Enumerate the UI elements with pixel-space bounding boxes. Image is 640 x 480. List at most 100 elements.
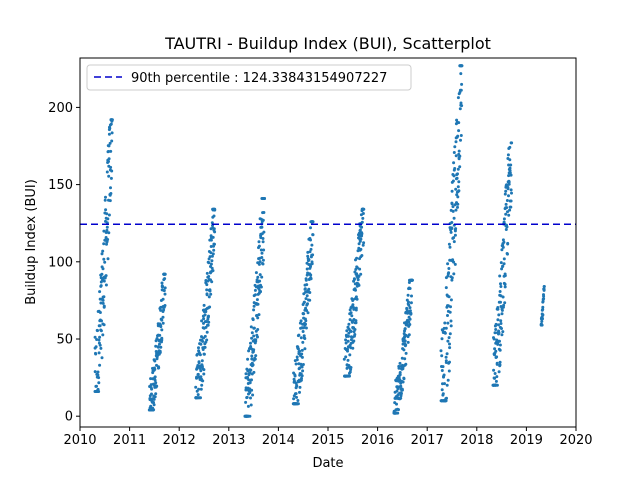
data-point (248, 381, 252, 385)
data-point (246, 357, 250, 361)
data-point (99, 301, 103, 305)
data-point (357, 231, 361, 235)
data-point (257, 262, 261, 266)
data-points (93, 64, 546, 418)
data-point (205, 288, 209, 292)
data-point (447, 271, 451, 275)
data-point (358, 228, 362, 232)
data-point (408, 287, 412, 290)
data-point (308, 298, 312, 302)
data-point (509, 163, 513, 167)
data-point (298, 366, 302, 370)
data-point (350, 314, 354, 318)
x-tick-label: 2012 (163, 433, 196, 448)
data-point (447, 336, 451, 340)
data-point (197, 387, 201, 391)
data-point (246, 404, 250, 408)
data-point (258, 273, 262, 277)
data-point (159, 308, 163, 312)
data-point (199, 396, 202, 400)
data-point (348, 374, 351, 378)
data-point (362, 241, 366, 245)
data-point (158, 333, 162, 337)
chart-title: TAUTRI - Buildup Index (BUI), Scatterplo… (164, 34, 491, 53)
data-point (353, 328, 357, 331)
data-point (407, 320, 411, 324)
data-point (358, 267, 362, 271)
data-point (449, 319, 453, 323)
data-point (408, 317, 412, 321)
data-point (97, 390, 101, 393)
data-point (212, 214, 216, 218)
data-point (495, 375, 499, 379)
data-point (256, 275, 260, 279)
data-point (448, 310, 452, 314)
data-point (448, 342, 451, 346)
data-point (99, 346, 103, 350)
data-point (304, 319, 308, 323)
data-point (399, 384, 403, 388)
data-point (309, 247, 313, 251)
data-point (106, 257, 110, 261)
data-point (452, 216, 456, 220)
data-point (498, 343, 502, 347)
data-point (500, 308, 504, 312)
data-point (107, 231, 111, 235)
data-point (442, 373, 446, 377)
x-tick-label: 2017 (411, 433, 444, 448)
data-point (248, 391, 252, 395)
data-point (446, 378, 450, 382)
data-point (212, 248, 216, 252)
data-point (500, 333, 504, 337)
data-point (495, 383, 499, 387)
data-point (540, 323, 544, 327)
data-point (452, 240, 456, 244)
data-point (210, 280, 214, 284)
data-point (205, 283, 209, 287)
data-point (347, 331, 351, 335)
x-tick-label: 2011 (113, 433, 146, 448)
data-point (510, 191, 513, 195)
data-point (250, 336, 254, 340)
data-point (207, 314, 210, 318)
data-point (300, 374, 304, 378)
data-point (207, 257, 211, 261)
data-point (499, 322, 503, 325)
data-point (250, 388, 254, 392)
data-point (304, 278, 308, 282)
data-point (258, 260, 262, 264)
data-point (459, 72, 463, 76)
data-point (454, 187, 458, 191)
data-point (397, 366, 401, 370)
data-point (153, 378, 157, 382)
data-point (354, 295, 358, 299)
data-point (109, 122, 113, 126)
data-point (103, 198, 107, 202)
data-point (458, 154, 462, 158)
data-point (109, 192, 113, 195)
data-point (306, 254, 310, 258)
data-point (500, 312, 504, 316)
data-point (404, 362, 408, 366)
data-point (450, 227, 454, 230)
data-point (356, 278, 360, 282)
data-point (107, 174, 111, 178)
data-point (154, 344, 158, 348)
data-point (202, 368, 206, 372)
data-point (357, 283, 361, 287)
data-point (200, 383, 204, 387)
data-point (108, 126, 112, 130)
data-point (247, 378, 251, 382)
data-point (498, 363, 502, 367)
data-point (440, 337, 444, 341)
data-point (300, 376, 303, 380)
data-point (347, 322, 351, 326)
data-point (352, 307, 356, 311)
data-point (458, 165, 462, 169)
data-point (453, 229, 457, 233)
data-point (153, 375, 157, 379)
data-point (194, 385, 198, 389)
data-point (258, 279, 262, 283)
data-point (295, 358, 299, 362)
data-point (499, 261, 503, 265)
